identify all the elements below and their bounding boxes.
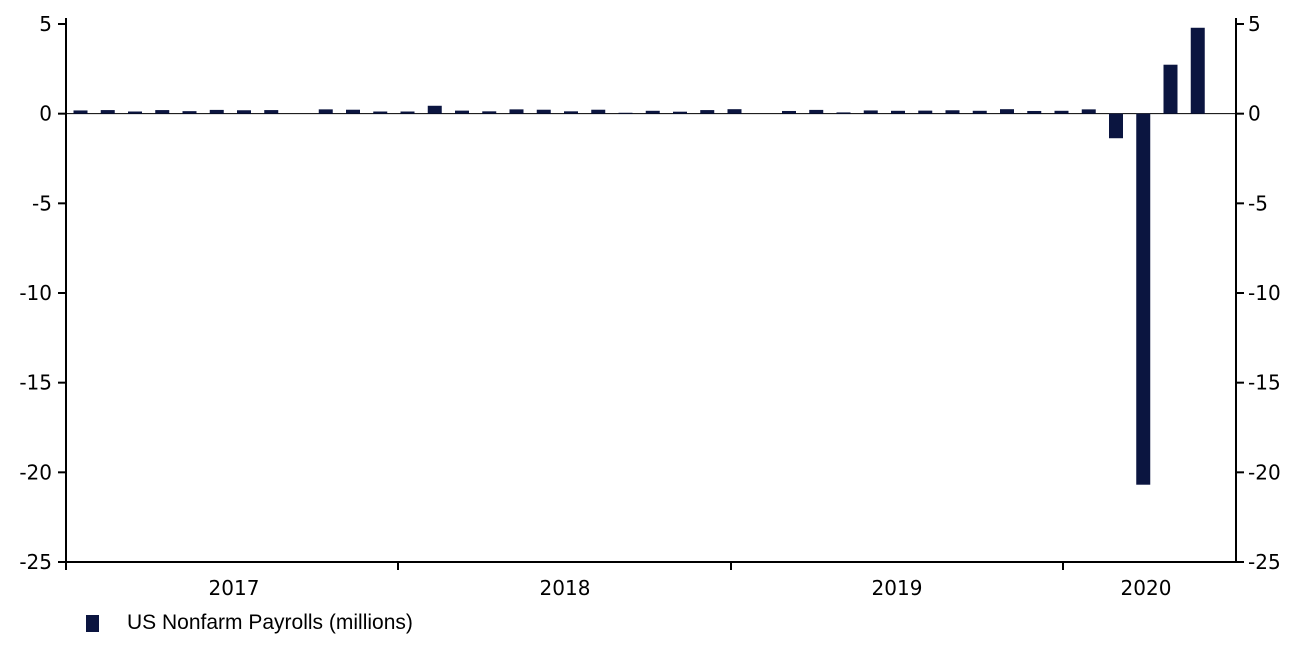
legend-label: US Nonfarm Payrolls (millions) <box>127 611 413 634</box>
y-tick-label-left: -10 <box>19 281 52 305</box>
bar-2018-02 <box>427 105 442 114</box>
y-tick-label-left: -15 <box>19 371 52 395</box>
bar-2018-05 <box>509 109 524 114</box>
legend: US Nonfarm Payrolls (millions) <box>86 611 413 635</box>
chart-bars <box>73 27 1205 485</box>
bar-2017-01 <box>73 110 88 114</box>
bar-2019-10 <box>972 110 987 114</box>
bar-2020-02 <box>1081 109 1096 114</box>
bar-2017-05 <box>182 111 197 114</box>
bar-2019-03 <box>782 110 796 114</box>
bar-2018-08 <box>591 109 606 114</box>
y-tick-label-left: -25 <box>19 550 52 574</box>
bar-2018-04 <box>482 111 497 114</box>
bar-2018-06 <box>536 109 551 114</box>
bar-2019-05 <box>836 112 851 114</box>
bar-2017-06 <box>209 109 224 114</box>
bar-2018-01 <box>400 111 415 114</box>
bar-2020-06 <box>1190 27 1205 114</box>
x-tick-label-2019: 2019 <box>872 576 923 600</box>
bar-2017-11 <box>346 109 360 114</box>
bar-2019-12 <box>1027 110 1042 114</box>
y-tick-label-left: -20 <box>19 460 52 484</box>
bar-2020-03 <box>1109 113 1123 139</box>
bar-2019-08 <box>918 110 933 114</box>
y-tick-label-right: 5 <box>1248 12 1261 36</box>
bar-2017-02 <box>100 110 115 114</box>
y-tick-label-right: -15 <box>1248 371 1281 395</box>
bar-2017-10 <box>318 109 333 114</box>
bar-2017-03 <box>128 111 142 114</box>
bar-2018-11 <box>673 111 687 114</box>
bar-2018-03 <box>455 110 469 114</box>
bar-2019-04 <box>809 109 824 114</box>
bar-2017-07 <box>237 110 251 114</box>
bar-2019-07 <box>891 110 905 114</box>
bar-2019-01 <box>727 109 742 114</box>
y-tick-label-right: -5 <box>1248 191 1268 215</box>
bar-2018-09 <box>618 112 633 114</box>
chart-tick-labels: 5 5 0 0 -5 -5 -10 -10 -15 -15 -20 -20 -25 -25 2017 2018… <box>19 12 1280 600</box>
bar-2018-12 <box>700 110 715 114</box>
x-tick-label-2018: 2018 <box>540 576 591 600</box>
y-tick-label-left: 5 <box>39 12 52 36</box>
bar-2018-07 <box>564 111 578 114</box>
y-tick-label-left: -5 <box>32 191 52 215</box>
bar-2020-01 <box>1054 110 1069 114</box>
bar-2017-12 <box>373 111 388 114</box>
bar-2019-11 <box>1000 109 1014 114</box>
y-tick-label-right: -25 <box>1248 550 1281 574</box>
bar-2019-09 <box>945 110 960 114</box>
y-tick-label-right: -10 <box>1248 281 1281 305</box>
bar-2019-06 <box>863 110 878 114</box>
y-tick-label-right: 0 <box>1248 102 1261 126</box>
bar-2017-08 <box>264 110 279 114</box>
bar-2020-05 <box>1163 64 1178 114</box>
bar-2018-10 <box>645 110 660 114</box>
y-tick-label-left: 0 <box>39 102 52 126</box>
x-tick-label-2017: 2017 <box>209 576 260 600</box>
y-tick-label-right: -20 <box>1248 460 1281 484</box>
bar-2020-04 <box>1136 113 1151 485</box>
x-tick-label-2020: 2020 <box>1121 576 1172 600</box>
chart-axes <box>58 18 1244 570</box>
legend-swatch <box>86 614 99 632</box>
bar-2017-04 <box>155 110 170 114</box>
